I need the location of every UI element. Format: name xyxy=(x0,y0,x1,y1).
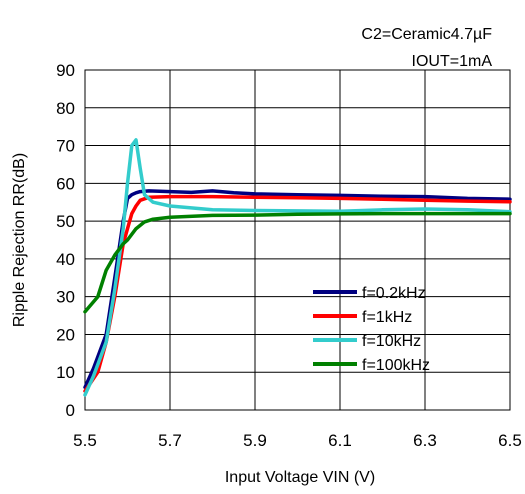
y-tick-label: 80 xyxy=(56,99,75,118)
x-tick-label: 5.5 xyxy=(73,431,97,450)
grid-lines xyxy=(85,70,510,410)
y-tick-label: 40 xyxy=(56,250,75,269)
x-tick-labels: 5.5 5.7 5.9 6.1 6.3 6.5 xyxy=(73,431,522,450)
y-tick-label: 90 xyxy=(56,61,75,80)
y-tick-label: 60 xyxy=(56,174,75,193)
y-tick-label: 30 xyxy=(56,288,75,307)
legend-label: f=100kHz xyxy=(362,357,430,374)
series-line-3 xyxy=(83,211,512,314)
legend-label: f=1kHz xyxy=(362,309,412,326)
y-tick-label: 10 xyxy=(56,363,75,382)
y-tick-label: 20 xyxy=(56,325,75,344)
y-tick-label: 70 xyxy=(56,137,75,156)
x-axis-title: Input Voltage VIN (V) xyxy=(225,469,375,486)
y-tick-label: 0 xyxy=(66,401,75,420)
legend: f=0.2kHz f=1kHz f=10kHz f=100kHz xyxy=(313,285,430,374)
x-tick-label: 5.9 xyxy=(243,431,267,450)
legend-label: f=0.2kHz xyxy=(362,285,426,302)
x-tick-label: 6.5 xyxy=(498,431,522,450)
legend-label: f=10kHz xyxy=(362,333,421,350)
x-tick-label: 5.7 xyxy=(158,431,182,450)
annotation-capacitor: C2=Ceramic4.7µF xyxy=(361,26,492,43)
series-lines xyxy=(83,138,512,397)
x-tick-label: 6.1 xyxy=(328,431,352,450)
series-line-2 xyxy=(83,138,512,397)
y-axis-title: Ripple Rejection RR(dB) xyxy=(11,153,28,327)
plot-area xyxy=(84,69,511,411)
x-tick-label: 6.3 xyxy=(413,431,437,450)
annotation-iout: IOUT=1mA xyxy=(412,53,493,70)
y-tick-labels: 0 10 20 30 40 50 60 70 80 90 xyxy=(56,61,75,420)
y-tick-label: 50 xyxy=(56,212,75,231)
